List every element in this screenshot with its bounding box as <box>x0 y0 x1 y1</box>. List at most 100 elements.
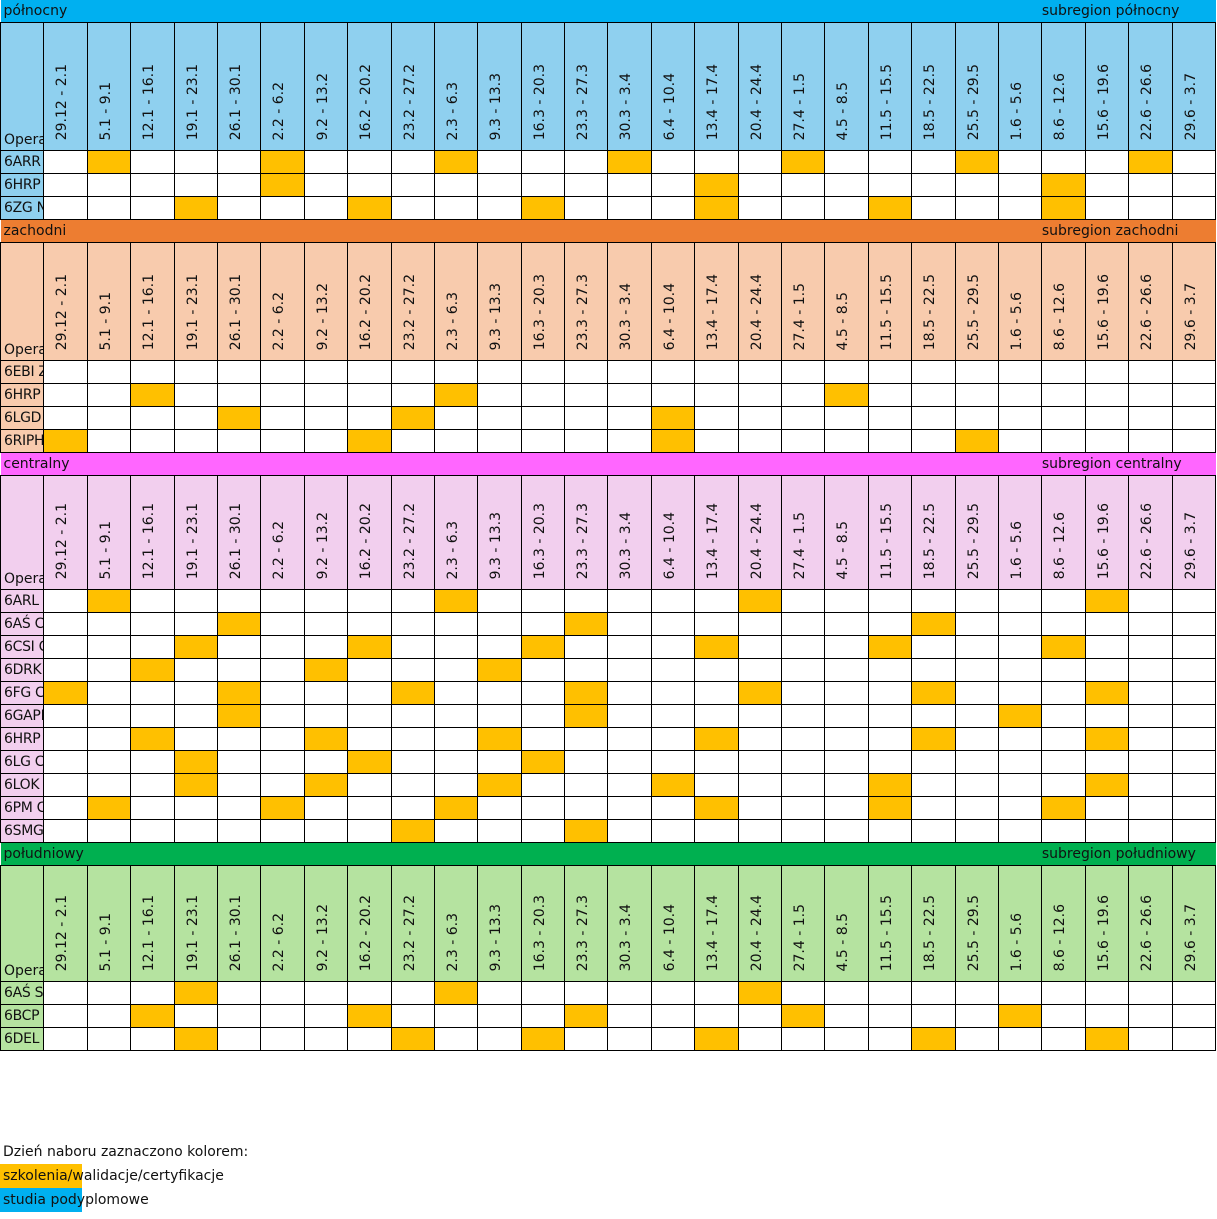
schedule-cell[interactable] <box>390 196 435 220</box>
recruitment-cell-marked[interactable] <box>1084 773 1130 797</box>
schedule-cell[interactable] <box>1041 1027 1086 1051</box>
schedule-cell[interactable] <box>1128 796 1173 820</box>
schedule-cell[interactable] <box>650 704 696 728</box>
recruitment-cell-marked[interactable] <box>303 727 349 751</box>
schedule-cell[interactable] <box>824 773 869 797</box>
schedule-cell[interactable] <box>1128 704 1173 728</box>
schedule-cell[interactable] <box>433 196 479 220</box>
recruitment-cell-marked[interactable] <box>911 612 956 636</box>
schedule-cell[interactable] <box>867 360 913 384</box>
schedule-cell[interactable] <box>216 1004 262 1028</box>
schedule-cell[interactable] <box>390 589 435 613</box>
schedule-cell[interactable] <box>1084 383 1130 407</box>
schedule-cell[interactable] <box>1128 981 1173 1005</box>
schedule-cell[interactable] <box>997 406 1043 430</box>
schedule-cell[interactable] <box>43 360 88 384</box>
schedule-cell[interactable] <box>347 796 392 820</box>
schedule-cell[interactable] <box>216 383 262 407</box>
schedule-cell[interactable] <box>303 981 349 1005</box>
schedule-cell[interactable] <box>477 612 522 636</box>
schedule-cell[interactable] <box>216 196 262 220</box>
schedule-cell[interactable] <box>1084 406 1130 430</box>
schedule-cell[interactable] <box>694 681 739 705</box>
schedule-cell[interactable] <box>260 429 305 453</box>
schedule-cell[interactable] <box>650 727 696 751</box>
schedule-cell[interactable] <box>824 681 869 705</box>
schedule-cell[interactable] <box>1128 773 1173 797</box>
schedule-cell[interactable] <box>43 819 88 843</box>
schedule-cell[interactable] <box>954 796 999 820</box>
schedule-cell[interactable] <box>1084 612 1130 636</box>
recruitment-cell-marked[interactable] <box>390 681 435 705</box>
schedule-cell[interactable] <box>433 681 479 705</box>
schedule-cell[interactable] <box>43 589 88 613</box>
schedule-cell[interactable] <box>390 173 435 197</box>
recruitment-cell-marked[interactable] <box>867 796 913 820</box>
schedule-cell[interactable] <box>911 750 956 774</box>
schedule-cell[interactable] <box>43 150 88 174</box>
schedule-cell[interactable] <box>781 589 826 613</box>
schedule-cell[interactable] <box>173 727 218 751</box>
recruitment-cell-marked[interactable] <box>650 429 696 453</box>
schedule-cell[interactable] <box>216 819 262 843</box>
recruitment-cell-marked[interactable] <box>564 1004 609 1028</box>
recruitment-cell-marked[interactable] <box>216 406 262 430</box>
schedule-cell[interactable] <box>216 796 262 820</box>
schedule-cell[interactable] <box>1128 406 1173 430</box>
schedule-cell[interactable] <box>824 1004 869 1028</box>
schedule-cell[interactable] <box>130 1027 175 1051</box>
schedule-cell[interactable] <box>694 819 739 843</box>
schedule-cell[interactable] <box>303 383 349 407</box>
schedule-cell[interactable] <box>824 612 869 636</box>
schedule-cell[interactable] <box>130 406 175 430</box>
schedule-cell[interactable] <box>477 981 522 1005</box>
schedule-cell[interactable] <box>737 173 783 197</box>
recruitment-cell-marked[interactable] <box>86 796 132 820</box>
schedule-cell[interactable] <box>1041 150 1086 174</box>
schedule-cell[interactable] <box>781 681 826 705</box>
schedule-cell[interactable] <box>260 1027 305 1051</box>
recruitment-cell-marked[interactable] <box>737 981 783 1005</box>
schedule-cell[interactable] <box>173 658 218 682</box>
schedule-cell[interactable] <box>607 1004 652 1028</box>
schedule-cell[interactable] <box>650 1004 696 1028</box>
recruitment-cell-marked[interactable] <box>43 429 88 453</box>
schedule-cell[interactable] <box>1171 1027 1217 1051</box>
recruitment-cell-marked[interactable] <box>390 1027 435 1051</box>
recruitment-cell-marked[interactable] <box>390 406 435 430</box>
schedule-cell[interactable] <box>347 819 392 843</box>
recruitment-cell-marked[interactable] <box>997 704 1043 728</box>
schedule-cell[interactable] <box>911 1004 956 1028</box>
schedule-cell[interactable] <box>1041 681 1086 705</box>
schedule-cell[interactable] <box>564 383 609 407</box>
schedule-cell[interactable] <box>303 150 349 174</box>
schedule-cell[interactable] <box>997 981 1043 1005</box>
recruitment-cell-marked[interactable] <box>347 196 392 220</box>
recruitment-cell-marked[interactable] <box>520 750 566 774</box>
schedule-cell[interactable] <box>1128 819 1173 843</box>
schedule-cell[interactable] <box>86 773 132 797</box>
recruitment-cell-marked[interactable] <box>520 1027 566 1051</box>
schedule-cell[interactable] <box>694 773 739 797</box>
recruitment-cell-marked[interactable] <box>347 750 392 774</box>
schedule-cell[interactable] <box>954 406 999 430</box>
schedule-cell[interactable] <box>650 589 696 613</box>
schedule-cell[interactable] <box>303 704 349 728</box>
schedule-cell[interactable] <box>867 704 913 728</box>
schedule-cell[interactable] <box>867 612 913 636</box>
schedule-cell[interactable] <box>303 796 349 820</box>
schedule-cell[interactable] <box>737 727 783 751</box>
schedule-cell[interactable] <box>390 727 435 751</box>
schedule-cell[interactable] <box>260 406 305 430</box>
schedule-cell[interactable] <box>1041 727 1086 751</box>
schedule-cell[interactable] <box>781 773 826 797</box>
schedule-cell[interactable] <box>694 750 739 774</box>
schedule-cell[interactable] <box>1171 727 1217 751</box>
schedule-cell[interactable] <box>390 658 435 682</box>
schedule-cell[interactable] <box>347 173 392 197</box>
schedule-cell[interactable] <box>781 635 826 659</box>
schedule-cell[interactable] <box>911 429 956 453</box>
schedule-cell[interactable] <box>607 383 652 407</box>
schedule-cell[interactable] <box>216 635 262 659</box>
schedule-cell[interactable] <box>867 819 913 843</box>
